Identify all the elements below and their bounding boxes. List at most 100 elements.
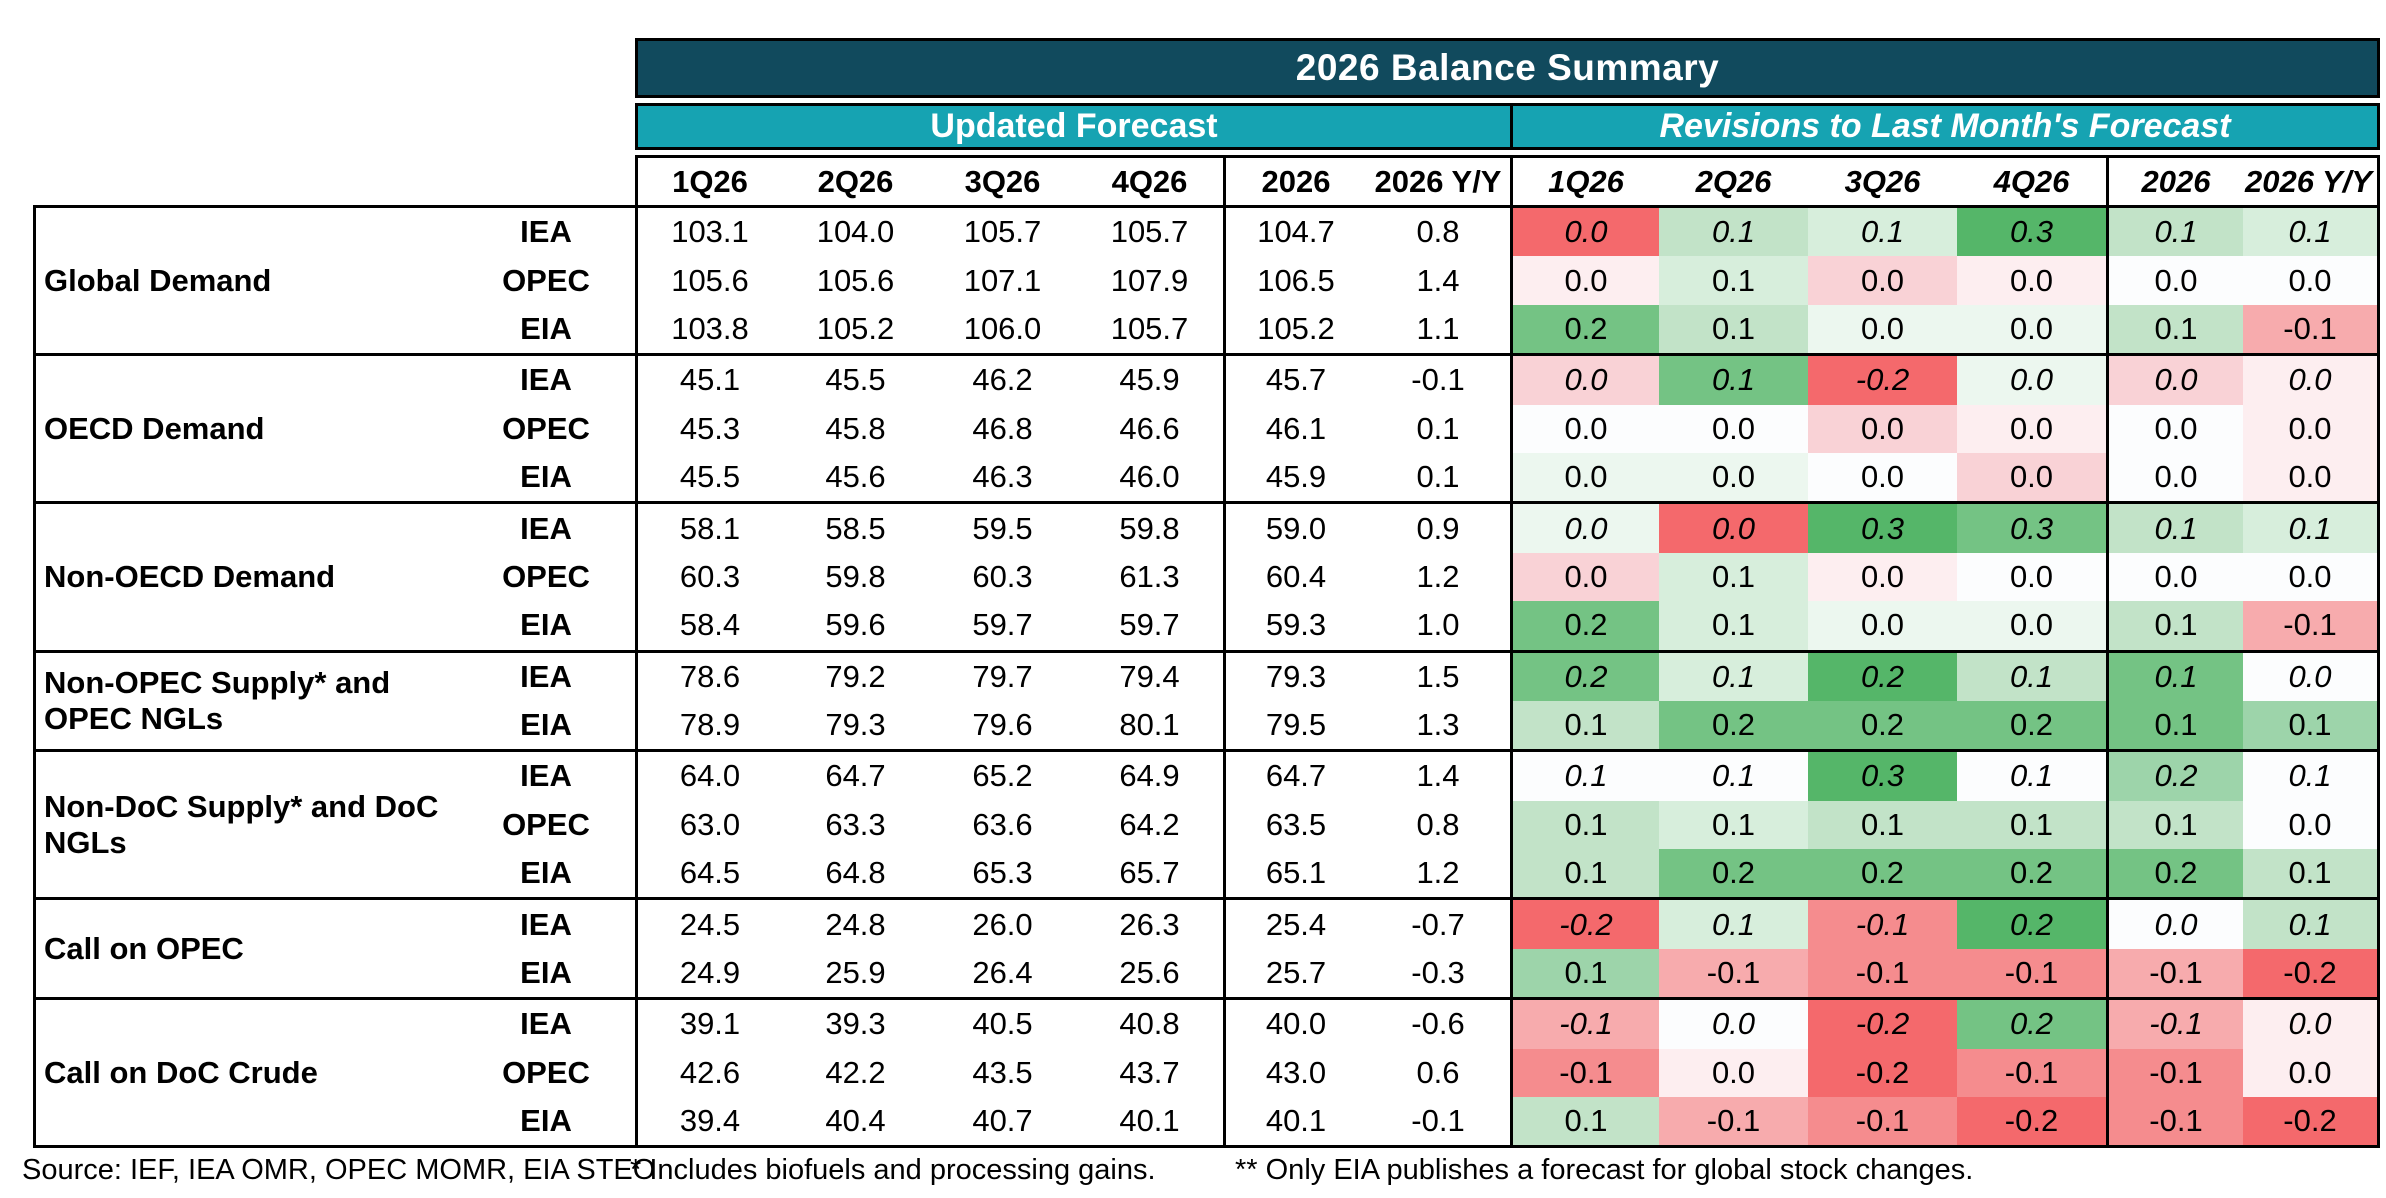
col-header-rev-2026: 2026 [2106, 158, 2243, 206]
revision-cell: -0.2 [1808, 1000, 1957, 1049]
revision-cell: 0.1 [1510, 948, 1659, 998]
revision-cell: 0.1 [2243, 849, 2377, 898]
revision-cell: 0.3 [1808, 504, 1957, 553]
revision-cell: 0.1 [1957, 800, 2106, 850]
revision-cell: 0.1 [1659, 356, 1808, 405]
revision-cell: -0.2 [2243, 1097, 2377, 1146]
forecast-cell: 42.6 [635, 1048, 782, 1098]
revision-cell: 0.2 [1957, 849, 2106, 898]
revision-cell: -0.1 [2243, 304, 2377, 354]
row-group-label: Non-DoC Supply* and DoC NGLs [44, 789, 439, 860]
col-header-upd-1q26: 1Q26 [672, 164, 748, 199]
forecast-cell: 46.2 [972, 362, 1033, 398]
forecast-cell: 65.7 [1119, 855, 1180, 891]
forecast-cell: 59.6 [825, 607, 886, 643]
agency-label: OPEC [502, 806, 590, 842]
revision-cell: -0.2 [1957, 1097, 2106, 1146]
revision-cell: 0.2 [1808, 652, 1957, 701]
agency-label: EIA [520, 310, 572, 346]
revision-cell: 0.0 [1659, 1000, 1808, 1049]
revision-cell: 0.1 [1659, 800, 1808, 850]
revision-cell: 0.0 [2243, 1048, 2377, 1098]
forecast-cell: 107.1 [963, 262, 1042, 298]
forecast-cell: 40.5 [972, 1006, 1033, 1042]
agency-label: EIA [520, 459, 572, 495]
revision-cell: 0.3 [1957, 504, 2106, 553]
forecast-cell: 60.4 [1223, 552, 1366, 602]
forecast-cell: 64.5 [635, 849, 782, 898]
forecast-cell: 59.7 [1119, 607, 1180, 643]
agency-label: OPEC [502, 1054, 590, 1090]
revision-cell: 0.0 [1510, 404, 1659, 453]
revision-cell: 0.3 [1808, 752, 1957, 801]
revision-cell: 0.0 [2106, 356, 2243, 405]
forecast-cell: 61.3 [1119, 558, 1180, 594]
forecast-cell: 79.7 [972, 658, 1033, 694]
forecast-cell: 104.0 [816, 214, 895, 250]
forecast-cell: 79.6 [972, 707, 1033, 743]
agency-label: IEA [520, 510, 572, 546]
forecast-cell: 78.9 [635, 700, 782, 750]
row-group-label: Global Demand [44, 262, 272, 298]
forecast-cell: 25.6 [1119, 955, 1180, 991]
row-group-label: OECD Demand [44, 410, 265, 446]
revision-cell: 0.1 [2243, 900, 2377, 949]
forecast-cell: 103.8 [635, 304, 782, 354]
agency-label: EIA [520, 607, 572, 643]
forecast-cell: 105.7 [963, 214, 1042, 250]
forecast-cell: -0.1 [1411, 1103, 1465, 1139]
revision-cell: -0.2 [1510, 900, 1659, 949]
revision-cell: 0.0 [1659, 452, 1808, 502]
revision-cell: 0.1 [2106, 304, 2243, 354]
forecast-cell: 1.4 [1416, 262, 1460, 298]
revision-cell: 0.1 [2243, 700, 2377, 750]
forecast-cell: 45.8 [825, 410, 886, 446]
revision-cell: -0.1 [1510, 1000, 1659, 1049]
revision-cell: 0.1 [1659, 256, 1808, 305]
forecast-cell: 25.4 [1223, 900, 1366, 949]
forecast-cell: 1.4 [1416, 758, 1460, 794]
footnote-biofuels: * Includes biofuels and processing gains… [630, 1154, 1156, 1186]
revision-cell: 0.0 [1659, 404, 1808, 453]
forecast-cell: 79.3 [825, 707, 886, 743]
forecast-cell: 1.3 [1416, 707, 1460, 743]
row-group-label: Non-OPEC Supply* and OPEC NGLs [44, 665, 391, 736]
row-group: Global Demand IEA 103.1 104.0 105.7 105.7 104.… [36, 208, 2377, 354]
revision-cell: -0.1 [1659, 1097, 1808, 1146]
revision-cell: 0.1 [2243, 208, 2377, 257]
revision-cell: 0.0 [1510, 356, 1659, 405]
forecast-cell: 58.4 [635, 601, 782, 650]
revision-cell: -0.1 [2106, 1000, 2243, 1049]
forecast-cell: 79.4 [1119, 658, 1180, 694]
forecast-cell: 1.1 [1416, 310, 1460, 346]
forecast-cell: 46.1 [1223, 404, 1366, 453]
forecast-cell: 0.1 [1416, 459, 1460, 495]
revision-cell: -0.1 [1957, 1048, 2106, 1098]
revision-cell: -0.1 [2106, 948, 2243, 998]
col-header-upd-2026: 2026 [1223, 158, 1366, 206]
forecast-cell: 25.7 [1223, 948, 1366, 998]
forecast-cell: 40.1 [1223, 1097, 1366, 1146]
revision-cell: 0.1 [1659, 304, 1808, 354]
revision-cell: 0.1 [1659, 601, 1808, 650]
forecast-cell: 45.9 [1223, 452, 1366, 502]
revision-cell: -0.1 [1510, 1048, 1659, 1098]
row-group: OECD Demand IEA 45.1 45.5 46.2 45.9 45.7 -0.1 0.… [36, 353, 2377, 502]
revision-cell: 0.2 [1957, 700, 2106, 750]
row-group: Non-DoC Supply* and DoC NGLs IEA 64.0 64.7 6… [36, 749, 2377, 898]
revision-cell: -0.1 [2106, 1048, 2243, 1098]
agency-label: EIA [520, 855, 572, 891]
table-body: Global Demand IEA 103.1 104.0 105.7 105.7 104.… [33, 205, 2380, 1149]
revision-cell: 0.0 [1957, 452, 2106, 502]
col-header-rev-2026-y-y: 2026 Y/Y [2245, 164, 2372, 199]
section-header-revisions: Revisions to Last Month's Forecast [1510, 106, 2377, 147]
forecast-cell: 24.9 [635, 948, 782, 998]
revision-cell: -0.1 [1808, 900, 1957, 949]
revision-cell: 0.1 [1957, 652, 2106, 701]
forecast-cell: 46.0 [1119, 459, 1180, 495]
forecast-cell: 25.9 [825, 955, 886, 991]
revision-cell: 0.0 [2106, 900, 2243, 949]
revision-cell: 0.2 [1510, 652, 1659, 701]
col-header-upd-2q26: 2Q26 [817, 164, 894, 199]
